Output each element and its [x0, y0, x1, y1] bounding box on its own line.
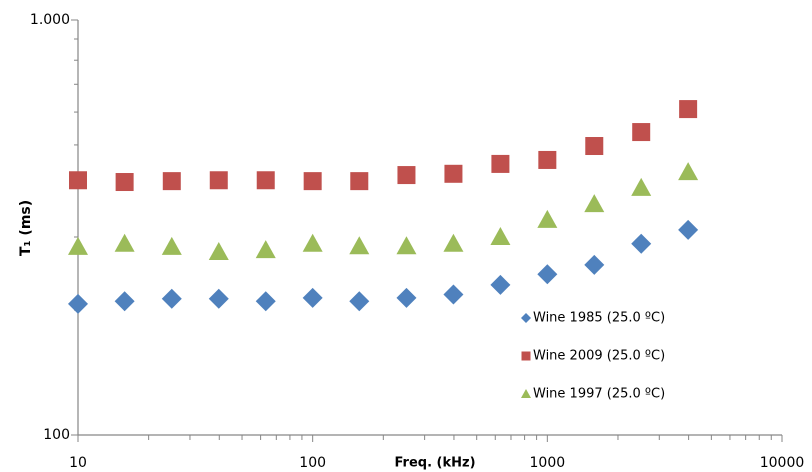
marker-triangle: [443, 233, 464, 252]
x-axis-label: Freq. (kHz): [394, 456, 475, 471]
marker-diamond: [208, 288, 229, 309]
marker-triangle: [584, 194, 605, 213]
marker-square: [303, 172, 322, 191]
marker-triangle: [521, 389, 531, 398]
marker-diamond: [349, 291, 370, 312]
marker-square: [521, 351, 531, 361]
marker-square: [679, 100, 698, 119]
marker-square: [397, 166, 416, 185]
marker-square: [162, 172, 181, 191]
marker-triangle: [631, 177, 652, 196]
marker-diamond: [255, 291, 276, 312]
marker-diamond: [631, 233, 652, 254]
marker-diamond: [521, 313, 531, 323]
marker-square: [632, 123, 651, 142]
marker-square: [69, 171, 87, 190]
legend-label: Wine 1997 (25.0 ºC): [533, 387, 665, 402]
y-tick-label: 1.000: [30, 12, 70, 28]
marker-square: [209, 171, 228, 190]
marker-diamond: [302, 287, 323, 308]
marker-diamond: [490, 274, 511, 295]
marker-diamond: [678, 219, 699, 240]
y-axis-label: T₁ (ms): [18, 200, 34, 256]
marker-triangle: [161, 236, 182, 255]
legend-label: Wine 2009 (25.0 ºC): [533, 349, 665, 364]
x-tick-label: 10000: [760, 455, 805, 471]
marker-square: [585, 137, 604, 156]
marker-triangle: [490, 226, 511, 245]
marker-triangle: [208, 242, 229, 261]
marker-diamond: [584, 254, 605, 275]
marker-triangle: [302, 233, 323, 252]
y-tick-label: 100: [43, 427, 70, 443]
marker-square: [256, 171, 275, 190]
marker-triangle: [114, 233, 135, 252]
marker-diamond: [161, 288, 182, 309]
marker-triangle: [68, 236, 88, 255]
marker-square: [115, 173, 134, 192]
marker-square: [491, 154, 510, 173]
marker-triangle: [537, 209, 558, 228]
marker-diamond: [537, 264, 558, 285]
marker-square: [444, 164, 463, 183]
marker-triangle: [678, 162, 699, 181]
marker-diamond: [68, 293, 88, 314]
marker-triangle: [255, 240, 276, 259]
marker-triangle: [349, 236, 370, 255]
x-tick-label: 1000: [530, 455, 566, 471]
marker-square: [538, 150, 557, 169]
marker-square: [350, 172, 369, 191]
x-tick-label: 100: [299, 455, 326, 471]
legend-label: Wine 1985 (25.0 ºC): [533, 311, 665, 326]
marker-triangle: [396, 236, 417, 255]
marker-diamond: [396, 287, 417, 308]
marker-diamond: [443, 284, 464, 305]
x-tick-label: 10: [69, 455, 87, 471]
marker-diamond: [114, 291, 135, 312]
